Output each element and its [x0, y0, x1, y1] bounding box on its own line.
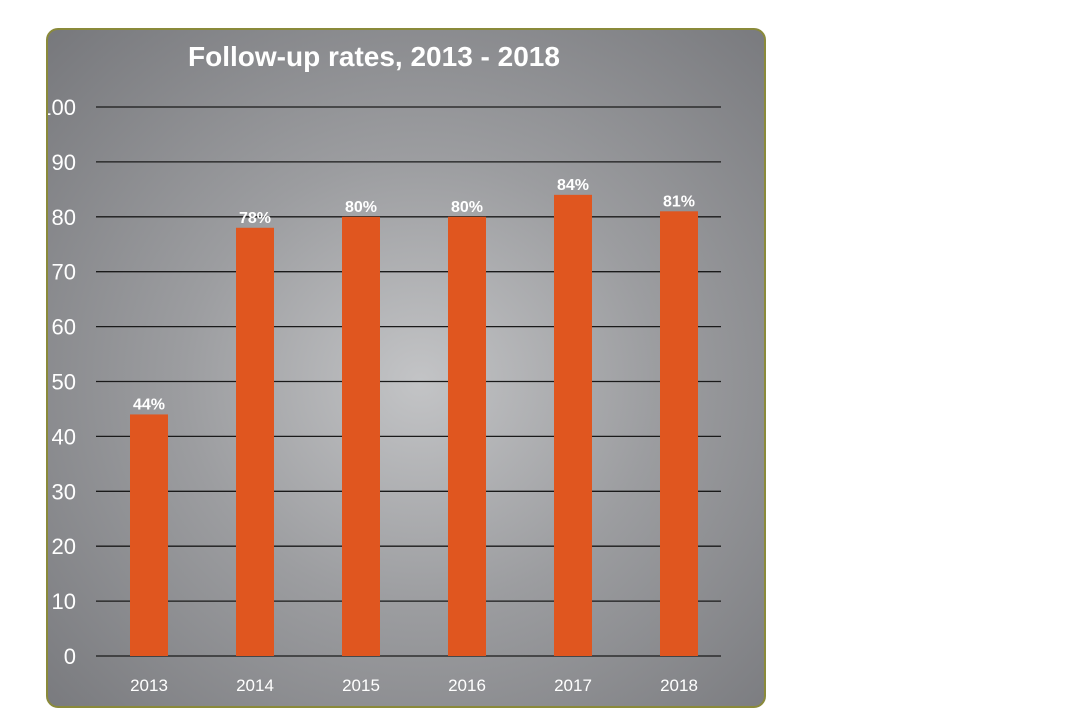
data-label: 78% [239, 210, 271, 227]
y-tick-label: 40 [52, 424, 76, 449]
x-tick-label: 2018 [660, 676, 698, 695]
x-tick-label: 2016 [448, 676, 486, 695]
y-tick-label: 30 [52, 479, 76, 504]
data-labels: 44% 78% 80% 80% 84% 81% [133, 177, 695, 414]
x-tick-label: 2017 [554, 676, 592, 695]
data-label: 80% [345, 199, 377, 216]
y-tick-label: 10 [52, 589, 76, 614]
x-tick-label: 2014 [236, 676, 274, 695]
bar [448, 216, 486, 657]
y-axis-ticks: 0 10 20 30 40 50 60 70 80 90 100 [48, 95, 76, 669]
y-tick-label: 100 [48, 95, 76, 120]
chart-panel: Follow-up rates, 2013 - 2018 0 10 20 30 40 50… [46, 28, 766, 708]
x-tick-label: 2015 [342, 676, 380, 695]
y-tick-label: 0 [64, 644, 76, 669]
gridlines [96, 106, 721, 657]
y-tick-label: 80 [52, 205, 76, 230]
y-tick-label: 50 [52, 370, 76, 395]
x-tick-label: 2013 [130, 676, 168, 695]
y-tick-label: 90 [52, 150, 76, 175]
y-tick-label: 60 [52, 315, 76, 340]
bars [130, 194, 698, 657]
y-tick-label: 70 [52, 260, 76, 285]
bar [554, 194, 592, 656]
data-label: 44% [133, 396, 165, 413]
x-axis-ticks: 2013 2014 2015 2016 2017 2018 [130, 676, 698, 695]
bar [236, 227, 274, 656]
bar-chart: Follow-up rates, 2013 - 2018 0 10 20 30 40 50… [48, 41, 721, 695]
bar [130, 414, 168, 656]
bar [342, 216, 380, 657]
data-label: 84% [557, 177, 589, 194]
chart-title: Follow-up rates, 2013 - 2018 [188, 41, 560, 72]
data-label: 81% [663, 193, 695, 210]
bar [660, 211, 698, 656]
y-tick-label: 20 [52, 534, 76, 559]
data-label: 80% [451, 199, 483, 216]
